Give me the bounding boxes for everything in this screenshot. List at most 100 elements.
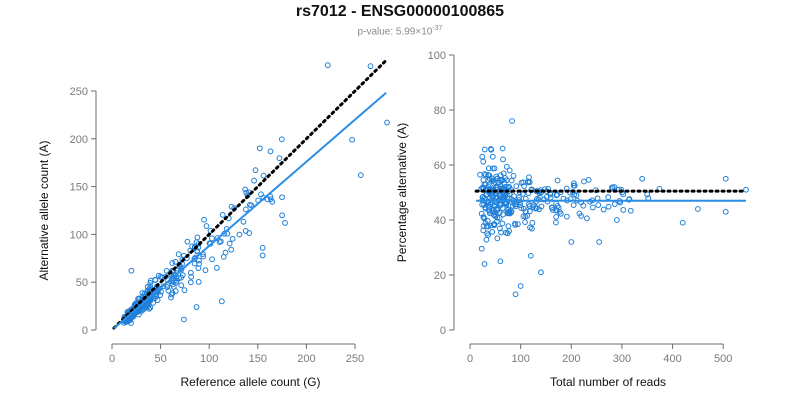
data-point (278, 136, 285, 143)
data-point (533, 205, 540, 212)
data-point (506, 183, 513, 190)
data-point (500, 156, 506, 163)
data-point (152, 277, 159, 283)
data-point (260, 172, 267, 179)
data-point (497, 258, 504, 265)
y-tick-label: 150 (70, 182, 88, 194)
data-point (218, 298, 225, 305)
data-point (505, 210, 512, 216)
x-tick-label: 200 (562, 353, 580, 365)
data-point (236, 231, 243, 238)
data-point (160, 283, 167, 290)
data-point (172, 258, 179, 265)
data-point (503, 163, 510, 170)
data-point (489, 165, 496, 172)
data-point (567, 189, 574, 196)
data-point (525, 178, 532, 185)
data-point (506, 167, 513, 174)
data-point (259, 244, 266, 251)
data-point (529, 219, 536, 226)
data-point (217, 238, 224, 245)
data-point (576, 210, 583, 217)
data-point (169, 290, 176, 296)
data-point (157, 292, 164, 299)
data-point (194, 234, 201, 241)
data-point (267, 148, 274, 155)
data-point (349, 136, 355, 143)
data-point (256, 145, 263, 152)
data-point (609, 184, 615, 191)
data-point (169, 260, 176, 266)
data-point (518, 179, 525, 186)
data-point (509, 118, 515, 124)
data-point (188, 273, 195, 280)
data-point (526, 203, 533, 210)
data-point (506, 209, 513, 216)
data-point (563, 213, 570, 220)
data-point (679, 219, 686, 226)
data-point (613, 217, 620, 223)
data-point (242, 206, 249, 213)
data-point (135, 308, 142, 315)
data-point (530, 204, 536, 211)
y-tick-label: 20 (434, 270, 446, 282)
y-axis-label: Alternative allele count (A) (37, 140, 51, 280)
x-tick-label: 400 (663, 353, 681, 365)
data-point (251, 177, 257, 184)
data-point (525, 190, 532, 197)
data-point (229, 235, 236, 242)
y-tick-label: 40 (434, 215, 446, 227)
data-point (213, 264, 220, 271)
data-point (484, 217, 491, 224)
data-point (226, 240, 233, 247)
data-point (145, 303, 152, 310)
data-point (527, 252, 534, 259)
data-point (605, 194, 612, 201)
data-point (491, 222, 498, 229)
data-point (584, 215, 590, 222)
data-point (155, 272, 162, 279)
data-point (158, 288, 164, 295)
y-tick-label: 0 (440, 325, 446, 337)
data-point (478, 245, 485, 252)
x-tick-label: 100 (511, 353, 529, 365)
data-point (247, 201, 253, 208)
data-point (480, 158, 487, 165)
data-point (195, 279, 202, 285)
data-point (264, 196, 271, 203)
data-point (155, 287, 161, 294)
data-point (500, 170, 507, 177)
data-point (480, 214, 487, 221)
data-point (357, 172, 364, 179)
data-point (485, 165, 492, 172)
data-point (605, 203, 612, 210)
data-point (501, 194, 508, 201)
data-point (497, 182, 504, 189)
data-point (553, 214, 560, 220)
data-point (527, 224, 533, 231)
data-point (209, 235, 215, 242)
data-point (169, 267, 176, 274)
data-point (499, 220, 506, 227)
data-point (259, 252, 266, 259)
data-point (485, 171, 492, 178)
data-point (506, 228, 512, 234)
data-point (557, 210, 564, 217)
y-tick-label: 200 (70, 134, 88, 146)
data-point (489, 228, 496, 235)
data-point (181, 316, 187, 323)
data-point (510, 172, 517, 179)
data-point (191, 260, 198, 267)
data-point (497, 225, 503, 232)
data-point (581, 178, 587, 185)
data-point (570, 182, 577, 189)
p-value-text: p-value: 5.99×10 (357, 26, 433, 38)
data-point (488, 146, 495, 153)
data-point (219, 211, 226, 218)
data-point (276, 155, 283, 162)
data-point (500, 211, 506, 218)
data-point (570, 180, 577, 187)
p-value-exponent: -37 (432, 25, 443, 32)
data-point (192, 254, 199, 261)
